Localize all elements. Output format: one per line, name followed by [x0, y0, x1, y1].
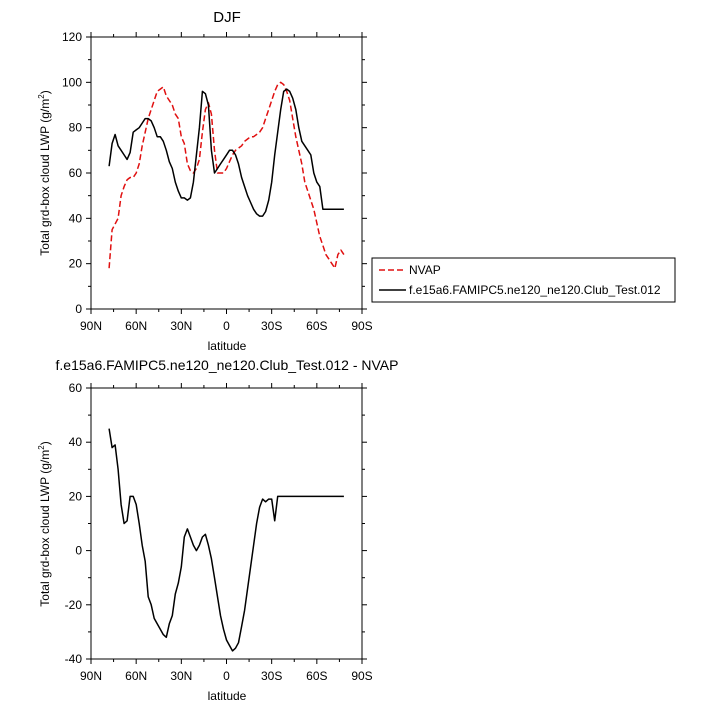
- plot-frame: [90, 387, 363, 660]
- y-tick-label: -40: [65, 652, 83, 666]
- x-axis-ticks: 90N 60N 30N 0 30S 60S 90S: [80, 32, 373, 333]
- y-tick-label: 120: [62, 30, 82, 44]
- x-axis-label: latitude: [208, 339, 247, 353]
- y-axis-ticks: -40 -20 0 20 40 60: [65, 381, 367, 666]
- y-tick-label: 20: [69, 489, 83, 503]
- x-tick-label: 60N: [125, 319, 147, 333]
- x-tick-label: 0: [223, 319, 230, 333]
- legend-label-model: f.e15a6.FAMIPC5.ne120_ne120.Club_Test.01…: [409, 283, 661, 297]
- chart-title: DJF: [213, 9, 241, 26]
- x-tick-label: 60N: [125, 669, 147, 683]
- y-axis-label: Total grd-box cloud LWP (g/m2): [37, 90, 52, 255]
- x-tick-label: 30S: [261, 319, 282, 333]
- y-tick-label: 0: [75, 302, 82, 316]
- x-tick-label: 90N: [80, 669, 102, 683]
- chart-title: f.e15a6.FAMIPC5.ne120_ne120.Club_Test.01…: [56, 357, 399, 373]
- panel-bottom-lwp-difference: f.e15a6.FAMIPC5.ne120_ne120.Club_Test.01…: [37, 357, 398, 703]
- y-tick-label: 100: [62, 75, 82, 89]
- x-tick-label: 60S: [306, 319, 327, 333]
- legend: NVAP f.e15a6.FAMIPC5.ne120_ne120.Club_Te…: [371, 257, 676, 303]
- x-tick-label: 0: [223, 669, 230, 683]
- y-tick-label: 0: [75, 544, 82, 558]
- y-tick-label: 60: [69, 381, 83, 395]
- y-tick-label: -20: [65, 598, 83, 612]
- x-tick-label: 90S: [351, 669, 372, 683]
- y-tick-label: 20: [69, 257, 83, 271]
- series-line-nvap: [108, 81, 345, 269]
- x-tick-label: 30N: [170, 669, 192, 683]
- series-lines: [108, 81, 345, 269]
- y-axis-ticks: 0 20 40 60 80 100 120: [62, 30, 367, 316]
- y-axis-label-sup: 2: [37, 445, 46, 450]
- series-line-model: [108, 88, 344, 217]
- series-lines: [108, 428, 344, 652]
- x-axis-ticks: 90N 60N 30N 0 30S 60S 90S: [80, 383, 373, 683]
- x-tick-label: 30N: [170, 319, 192, 333]
- y-tick-label: 60: [69, 166, 83, 180]
- x-axis-label: latitude: [208, 689, 247, 703]
- x-tick-label: 60S: [306, 669, 327, 683]
- x-tick-label: 90N: [80, 319, 102, 333]
- y-tick-label: 40: [69, 435, 83, 449]
- y-tick-label: 40: [69, 211, 83, 225]
- y-tick-label: 80: [69, 121, 83, 135]
- y-axis-label: Total grd-box cloud LWP (g/m2): [37, 441, 52, 606]
- x-tick-label: 90S: [351, 319, 372, 333]
- series-line-model: [108, 428, 344, 652]
- plot-frame: [90, 36, 363, 310]
- x-tick-label: 30S: [261, 669, 282, 683]
- legend-label-nvap: NVAP: [409, 263, 441, 277]
- legend-frame: [371, 257, 676, 303]
- y-axis-label-sup: 2: [37, 94, 46, 99]
